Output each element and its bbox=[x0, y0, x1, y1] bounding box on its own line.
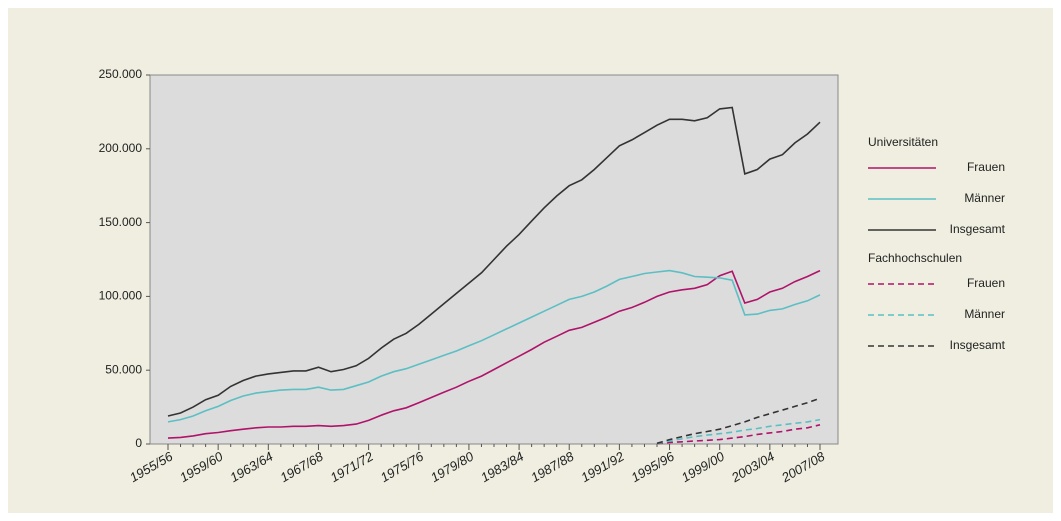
legend-label: Frauen bbox=[967, 276, 1005, 290]
series-line bbox=[167, 106, 821, 417]
legend-label: Frauen bbox=[967, 160, 1005, 174]
series-line bbox=[656, 424, 821, 445]
legend-label: Insgesamt bbox=[950, 338, 1006, 352]
y-tick-label: 0 bbox=[135, 436, 142, 450]
series-line bbox=[656, 418, 821, 445]
y-tick-label: 100.000 bbox=[99, 289, 143, 303]
y-tick-label: 150.000 bbox=[99, 215, 143, 229]
legend-label: Männer bbox=[964, 191, 1005, 205]
series-line bbox=[167, 269, 821, 423]
legend-label: Männer bbox=[964, 307, 1005, 321]
legend-group-title: Universitäten bbox=[868, 135, 938, 149]
y-tick-label: 200.000 bbox=[99, 141, 143, 155]
series-line bbox=[656, 397, 821, 445]
y-tick-label: 250.000 bbox=[99, 67, 143, 81]
y-tick-label: 50.000 bbox=[105, 362, 142, 376]
legend-label: Insgesamt bbox=[950, 222, 1006, 236]
legend-group-title: Fachhochschulen bbox=[868, 251, 962, 265]
series-line bbox=[167, 269, 821, 439]
